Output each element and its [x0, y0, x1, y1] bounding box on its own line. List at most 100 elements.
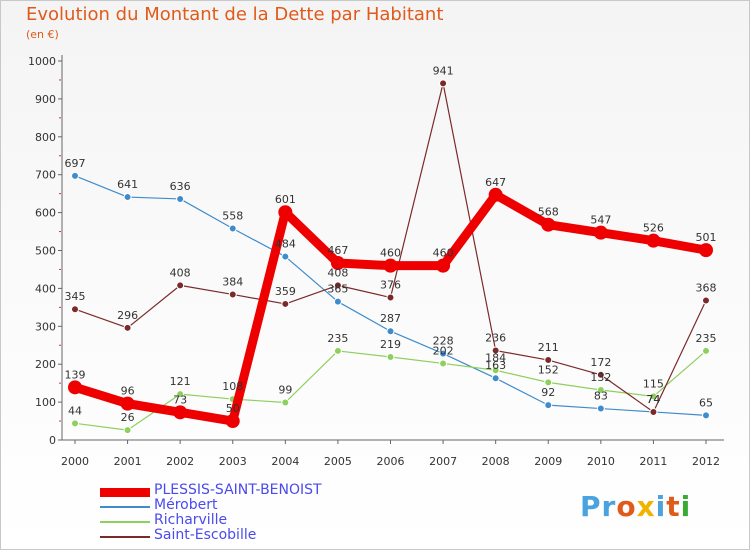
series-line-2	[74, 350, 707, 431]
data-label: 26	[121, 411, 135, 424]
legend-swatch	[100, 536, 150, 538]
y-tick-label: 400	[35, 282, 56, 295]
data-label: 202	[433, 344, 454, 357]
data-point	[383, 258, 398, 273]
data-point	[386, 327, 395, 336]
logo-letter: r	[601, 490, 617, 523]
data-point	[593, 225, 608, 240]
data-point	[436, 258, 451, 273]
data-point	[176, 194, 185, 203]
data-label: 44	[68, 404, 82, 417]
data-label: 96	[121, 385, 135, 398]
data-label: 460	[380, 247, 401, 260]
data-label: 296	[117, 309, 138, 322]
x-tick-label: 2010	[587, 455, 615, 468]
data-label: 50	[226, 402, 240, 415]
logo-letter: t	[666, 490, 681, 523]
y-tick-label: 0	[49, 434, 56, 447]
x-tick-label: 2003	[219, 455, 247, 468]
legend-label: Richarville	[154, 512, 228, 528]
data-point	[491, 374, 500, 383]
data-label: 92	[541, 386, 555, 399]
data-point	[596, 404, 605, 413]
data-point	[702, 346, 710, 355]
data-label: 163	[485, 359, 506, 372]
data-label: 368	[696, 282, 717, 295]
y-tick-label: 100	[35, 396, 56, 409]
y-tick-label: 300	[35, 320, 56, 333]
data-label: 83	[594, 390, 608, 403]
data-point	[225, 414, 240, 429]
data-label: 941	[433, 64, 454, 77]
data-point	[488, 187, 503, 202]
legend-label: Mérobert	[154, 497, 218, 513]
data-label: 359	[275, 285, 296, 298]
y-tick-label: 200	[35, 358, 56, 371]
y-tick-label: 600	[35, 207, 56, 220]
data-point	[228, 224, 237, 233]
data-label: 73	[173, 393, 187, 406]
data-label: 236	[485, 332, 506, 345]
data-label: 287	[380, 312, 401, 325]
data-label: 558	[222, 210, 243, 223]
x-tick-label: 2001	[114, 455, 142, 468]
data-label: 152	[538, 363, 559, 376]
data-label: 697	[65, 157, 86, 170]
legend-label: PLESSIS-SAINT-BENOIST	[154, 482, 322, 498]
data-label: 636	[170, 180, 191, 193]
data-label: 139	[65, 368, 86, 381]
data-point	[386, 293, 395, 302]
data-label: 108	[222, 380, 243, 393]
data-label: 365	[327, 283, 348, 296]
data-label: 408	[327, 266, 348, 279]
data-label: 601	[275, 193, 296, 206]
data-point	[176, 390, 185, 399]
x-tick-label: 2012	[692, 455, 720, 468]
data-label: 235	[327, 332, 348, 345]
data-point	[330, 256, 345, 271]
data-label: 345	[65, 290, 86, 303]
y-tick-label: 900	[35, 93, 56, 106]
x-tick-label: 2002	[166, 455, 194, 468]
data-point	[123, 426, 132, 435]
data-point	[386, 352, 395, 361]
data-point	[71, 171, 79, 180]
data-point	[439, 359, 448, 368]
data-point	[544, 356, 553, 365]
data-point	[702, 411, 710, 420]
data-label: 219	[380, 338, 401, 351]
data-point	[649, 392, 658, 401]
data-label: 484	[275, 238, 296, 251]
data-point	[541, 217, 556, 232]
x-tick-label: 2000	[61, 455, 89, 468]
data-point	[333, 281, 342, 290]
data-point	[281, 398, 290, 407]
x-tick-label: 2007	[429, 455, 457, 468]
data-point	[120, 396, 135, 411]
x-tick-label: 2004	[271, 455, 299, 468]
data-label: 132	[590, 371, 611, 384]
x-tick-label: 2009	[534, 455, 562, 468]
x-tick-label: 2005	[324, 455, 352, 468]
data-label: 547	[590, 214, 611, 227]
data-label: 74	[646, 393, 660, 406]
data-label: 99	[278, 383, 292, 396]
logo-letter: P	[580, 490, 602, 523]
data-point	[544, 401, 553, 410]
data-point	[71, 419, 79, 428]
chart-title: Evolution du Montant de la Dette par Hab…	[26, 4, 444, 25]
logo-letter: x	[636, 490, 656, 523]
data-point	[596, 370, 605, 379]
x-tick-label: 2011	[639, 455, 667, 468]
data-label: 235	[696, 332, 717, 345]
data-point	[439, 349, 448, 358]
y-tick-label: 800	[35, 131, 56, 144]
x-tick-label: 2006	[377, 455, 405, 468]
data-point	[439, 79, 448, 88]
data-point	[68, 380, 82, 395]
logo-letter: i	[680, 490, 692, 523]
proxiti-logo: Proxiti	[580, 490, 691, 523]
y-tick-label: 500	[35, 245, 56, 258]
data-label: 501	[696, 231, 717, 244]
